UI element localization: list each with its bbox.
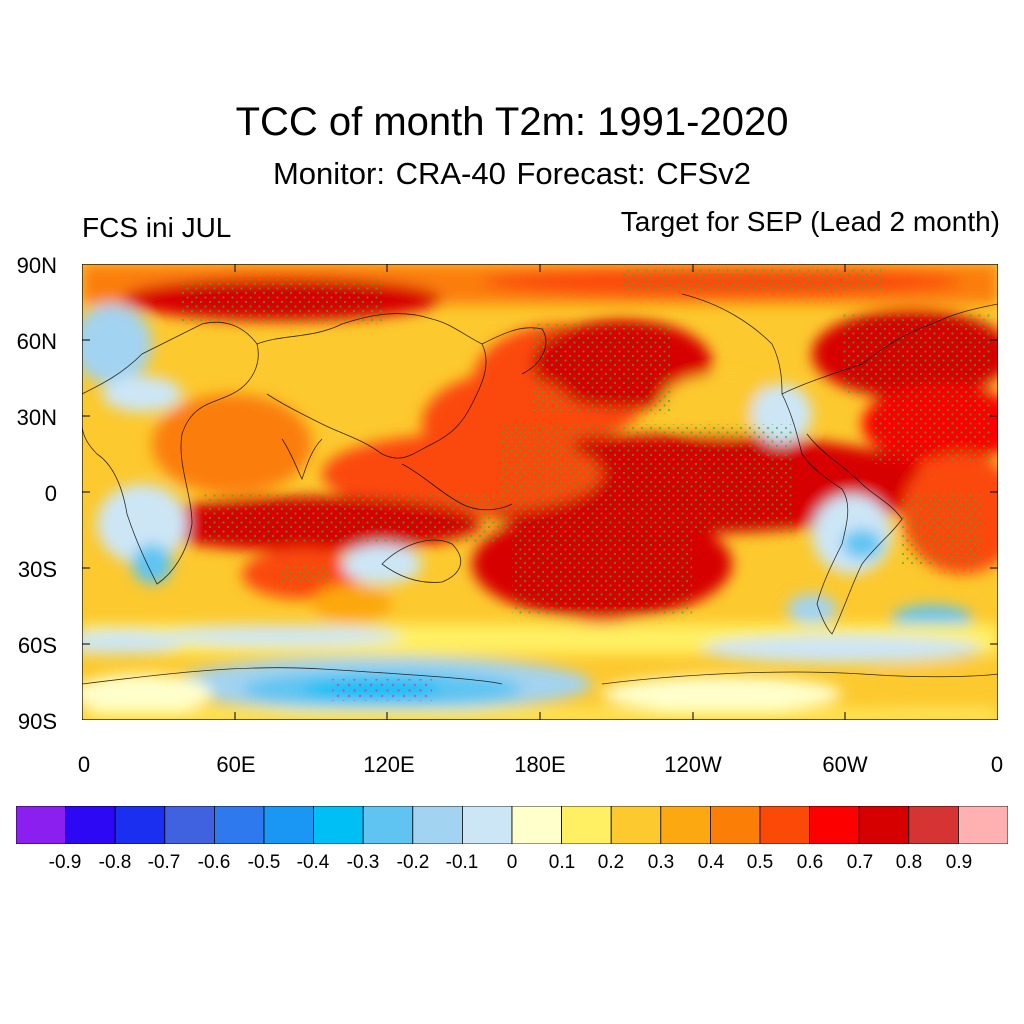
colorbar-label: -0.1	[445, 852, 479, 873]
target-month-label: Target for SEP (Lead 2 month)	[620, 206, 1000, 237]
colorbar-swatch	[710, 806, 761, 844]
colorbar-swatch	[114, 806, 166, 844]
colorbar-swatch	[412, 806, 463, 844]
colorbar-label: 0.1	[548, 852, 576, 873]
map-field	[82, 264, 998, 720]
longitude-label: 120W	[664, 752, 722, 777]
colorbar-label: 0.4	[697, 852, 725, 873]
latitude-label: 90S	[17, 709, 57, 734]
correlation-map	[82, 264, 998, 720]
colorbar-swatch	[511, 806, 562, 844]
longitude-label: 120E	[363, 752, 415, 777]
colorbar-label: -0.9	[48, 852, 82, 873]
latitude-label: 30S	[17, 557, 57, 582]
latitude-label: 30N	[16, 405, 57, 430]
coastlines	[82, 293, 998, 685]
initial-month-label: FCS ini JUL	[82, 212, 232, 243]
plot-title: TCC of month T2m: 1991-2020	[235, 100, 789, 144]
latitude-label: 90N	[16, 253, 57, 278]
colorbar-swatch	[809, 806, 860, 844]
colorbar-label: -0.4	[296, 852, 330, 873]
colorbar-swatch	[164, 806, 215, 844]
colorbar-swatch	[16, 806, 66, 844]
colorbar-swatch	[561, 806, 612, 844]
colorbar-label: -0.2	[396, 852, 430, 873]
colorbar-label: 0.2	[597, 852, 625, 873]
colorbar-swatch	[263, 806, 314, 844]
longitude-label: 60E	[216, 752, 256, 777]
colorbar-label: 0.5	[746, 852, 774, 873]
colorbar-swatch	[65, 806, 116, 844]
colorbar-swatch	[958, 806, 1008, 844]
colorbar-swatch	[362, 806, 414, 844]
colorbar-swatch	[610, 806, 662, 844]
colorbar-swatch	[213, 806, 265, 844]
colorbar-label: 0.9	[945, 852, 973, 873]
colorbar	[16, 806, 1008, 844]
colorbar-label: 0.8	[895, 852, 923, 873]
colorbar-label: 0.3	[647, 852, 675, 873]
plot-subtitle: Monitor: CRA-40 Forecast: CFSv2	[272, 156, 752, 191]
colorbar-swatch	[908, 806, 959, 844]
colorbar-label: -0.8	[98, 852, 132, 873]
colorbar-label: -0.5	[247, 852, 281, 873]
colorbar-label: 0.6	[796, 852, 824, 873]
colorbar-swatch	[858, 806, 910, 844]
colorbar-label: 0	[506, 852, 518, 873]
longitude-label: 0	[77, 752, 91, 777]
colorbar-swatch	[313, 806, 364, 844]
latitude-label: 60S	[17, 633, 57, 658]
latitude-label: 60N	[16, 329, 57, 354]
colorbar-label: -0.7	[147, 852, 181, 873]
longitude-label: 180E	[514, 752, 566, 777]
colorbar-swatch	[660, 806, 711, 844]
colorbar-label: -0.3	[346, 852, 380, 873]
colorbar-swatch	[461, 806, 513, 844]
colorbar-label: -0.6	[197, 852, 231, 873]
latitude-label: 0	[44, 481, 57, 506]
longitude-label: 60W	[822, 752, 868, 777]
map-ticks	[82, 264, 998, 720]
colorbar-swatch	[759, 806, 810, 844]
longitude-label: 0	[990, 752, 1004, 777]
colorbar-label: 0.7	[846, 852, 874, 873]
